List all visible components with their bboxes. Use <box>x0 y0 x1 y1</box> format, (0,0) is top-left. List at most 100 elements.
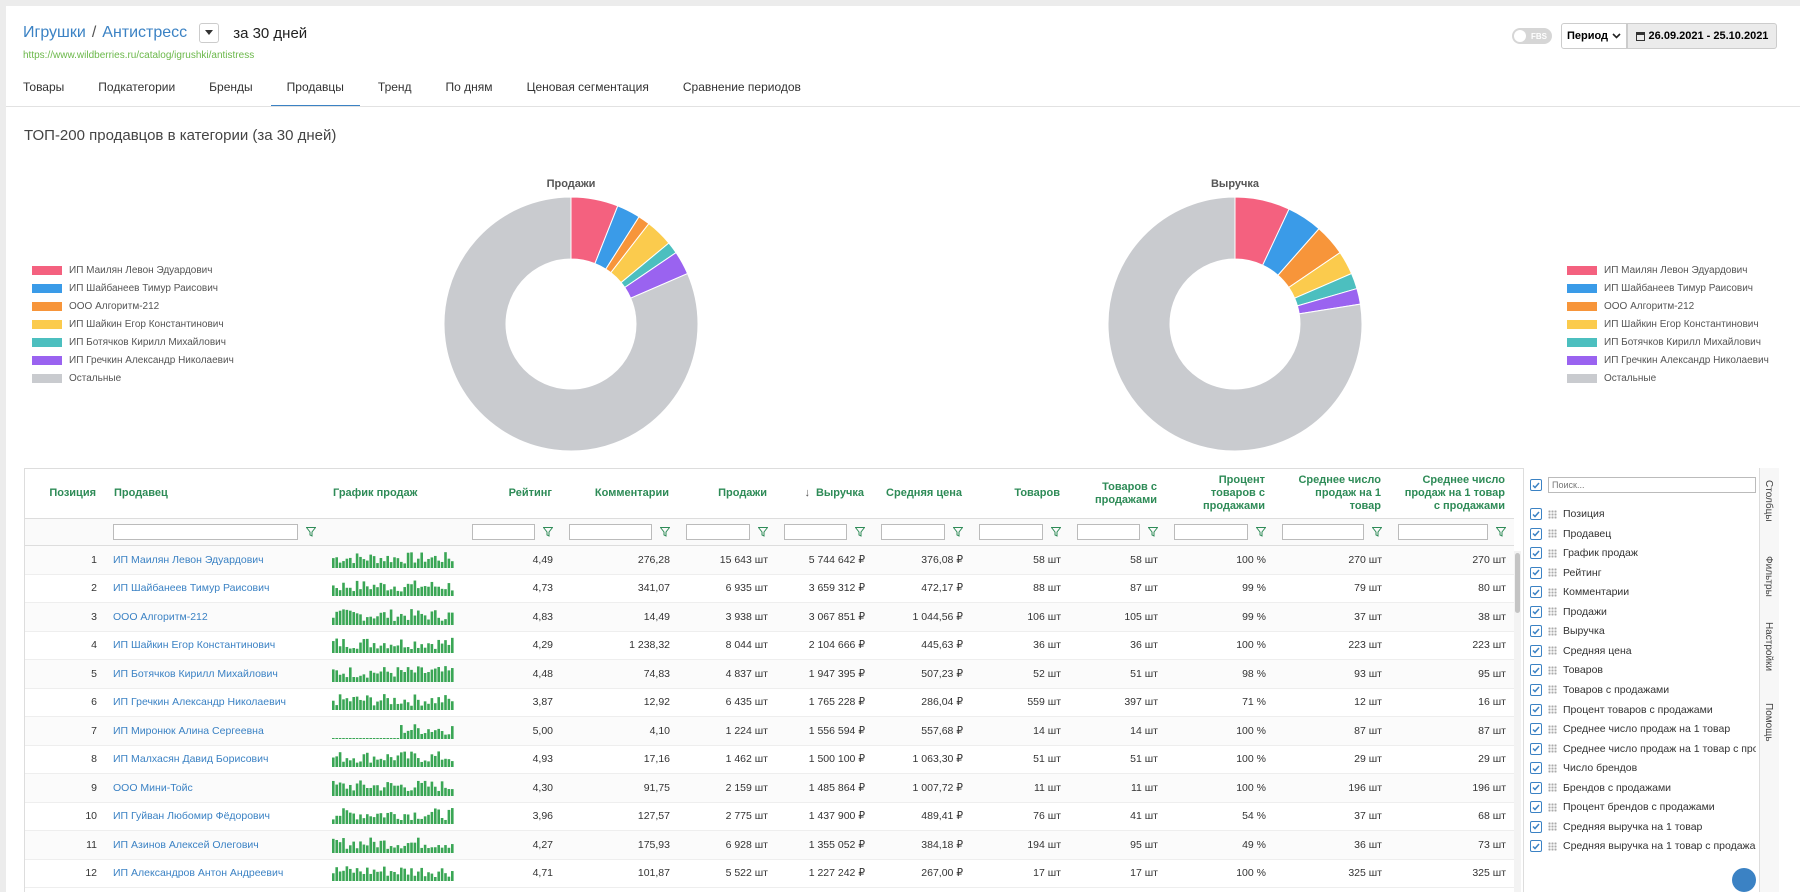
tab[interactable]: Сравнение периодов <box>682 80 801 94</box>
checkbox[interactable] <box>1530 683 1542 696</box>
filter-icon[interactable] <box>1496 527 1506 537</box>
drag-handle[interactable] <box>1548 548 1557 558</box>
legend-item[interactable]: ООО Алгоритм-212 <box>1567 301 1694 312</box>
donut-slice[interactable] <box>443 196 699 452</box>
column-header[interactable]: Продавец <box>105 469 324 519</box>
checkbox[interactable] <box>1530 547 1542 560</box>
column-toggle[interactable]: График продаж <box>1530 547 1756 560</box>
tab[interactable]: Тренд <box>377 80 412 94</box>
column-toggle[interactable]: Брендов с продажами <box>1530 781 1756 794</box>
checkbox[interactable] <box>1530 644 1542 657</box>
filter-input[interactable] <box>1282 524 1364 540</box>
column-toggle[interactable]: Среднее число продаж на 1 товар <box>1530 723 1756 736</box>
drag-handle[interactable] <box>1548 822 1557 832</box>
column-header[interactable]: Среднее число продаж на 1 товар <box>1274 469 1390 519</box>
legend-item[interactable]: ИП Ботячков Кирилл Михайлович <box>1567 337 1761 348</box>
filter-input[interactable] <box>979 524 1043 540</box>
tab[interactable]: Продавцы <box>270 80 360 107</box>
column-header[interactable]: Средняя цена <box>873 469 971 519</box>
drag-handle[interactable] <box>1548 509 1557 519</box>
checkbox[interactable] <box>1530 820 1542 833</box>
drag-handle[interactable] <box>1548 841 1557 851</box>
legend-item[interactable]: ИП Гречкин Александр Николаевич <box>32 355 234 366</box>
checkbox[interactable] <box>1530 762 1542 775</box>
filter-input[interactable] <box>1174 524 1248 540</box>
column-toggle[interactable]: Товаров с продажами <box>1530 683 1756 696</box>
legend-item[interactable]: ИП Шайкин Егор Константинович <box>1567 319 1759 330</box>
seller-link[interactable]: ООО Алгоритм-212 <box>113 610 208 623</box>
checkbox[interactable] <box>1530 840 1542 853</box>
table-row[interactable]: 5 ИП Ботячков Кирилл Михайлович 4,48 74,83 4… <box>25 659 1514 689</box>
table-row[interactable]: 2 ИП Шайбанеев Тимур Раисович 4,73 341,07 6 … <box>25 574 1514 603</box>
column-header[interactable]: Рейтинг <box>464 469 561 519</box>
table-row[interactable]: 1 ИП Маилян Левон Эдуардович 4,49 276,28 15 … <box>25 545 1514 575</box>
tab[interactable]: Ценовая сегментация <box>526 80 649 94</box>
legend-item[interactable]: ИП Шайбанеев Тимур Раисович <box>32 283 218 294</box>
filter-input[interactable] <box>113 524 298 540</box>
legend-item[interactable]: Остальные <box>1567 373 1656 384</box>
filter-input[interactable] <box>686 524 750 540</box>
side-tab[interactable]: Помощь <box>1763 703 1774 742</box>
table-row[interactable]: 6 ИП Гречкин Александр Николаевич 3,87 12,9… <box>25 688 1514 717</box>
table-row[interactable]: 9 ООО Мини-Тойс 4,30 91,75 2 159 шт 1 485 864… <box>25 773 1514 803</box>
column-toggle[interactable]: Рейтинг <box>1530 566 1756 579</box>
legend-item[interactable]: ИП Ботячков Кирилл Михайлович <box>32 337 226 348</box>
column-toggle[interactable]: Товаров <box>1530 664 1756 677</box>
checkbox[interactable] <box>1530 566 1542 579</box>
column-header[interactable]: Комментарии <box>561 469 678 519</box>
column-toggle[interactable]: Комментарии <box>1530 586 1756 599</box>
seller-link[interactable]: ИП Шайкин Егор Константинович <box>113 639 276 652</box>
filter-icon[interactable] <box>953 527 963 537</box>
filter-icon[interactable] <box>306 527 316 537</box>
column-toggle[interactable]: Средняя выручка на 1 товар с продажами <box>1530 840 1756 853</box>
filter-icon[interactable] <box>758 527 768 537</box>
filter-input[interactable] <box>881 524 945 540</box>
checkbox[interactable] <box>1530 801 1542 814</box>
side-tab[interactable]: Столбцы <box>1763 480 1774 522</box>
filter-icon[interactable] <box>1148 527 1158 537</box>
tab[interactable]: Бренды <box>209 80 253 94</box>
filter-input[interactable] <box>1077 524 1140 540</box>
drag-handle[interactable] <box>1548 802 1557 812</box>
seller-link[interactable]: ИП Шайбанеев Тимур Раисович <box>113 582 270 595</box>
table-row[interactable]: 8 ИП Малхасян Давид Борисович 4,93 17,16 1 4… <box>25 745 1514 774</box>
seller-link[interactable]: ИП Гречкин Александр Николаевич <box>113 696 287 709</box>
side-tab[interactable]: Настройки <box>1763 622 1774 672</box>
drag-handle[interactable] <box>1548 783 1557 793</box>
filter-input[interactable] <box>569 524 652 540</box>
column-toggle[interactable]: Число брендов <box>1530 762 1756 775</box>
checkbox[interactable] <box>1530 508 1542 520</box>
seller-link[interactable]: ИП Азинов Алексей Олегович <box>113 838 259 851</box>
column-header[interactable]: График продаж <box>324 469 464 519</box>
drag-handle[interactable] <box>1548 724 1557 734</box>
seller-link[interactable]: ООО Мини-Тойс <box>113 781 193 794</box>
panel-search-input[interactable]: Поиск... <box>1548 477 1756 493</box>
column-header[interactable]: Товаров с продажами <box>1069 469 1166 519</box>
column-toggle[interactable]: Продажи <box>1530 605 1756 618</box>
legend-item[interactable]: ООО Алгоритм-212 <box>32 301 159 312</box>
filter-icon[interactable] <box>1372 527 1382 537</box>
drag-handle[interactable] <box>1548 529 1557 539</box>
column-header[interactable]: Процент товаров с продажами <box>1166 469 1274 519</box>
donut-slice[interactable] <box>1107 196 1363 452</box>
checkbox[interactable] <box>1530 586 1542 599</box>
legend-item[interactable]: ИП Шайкин Егор Константинович <box>32 319 224 330</box>
checkbox[interactable] <box>1530 527 1542 540</box>
drag-handle[interactable] <box>1548 705 1557 714</box>
seller-link[interactable]: ИП Гуйван Любомир Фёдорович <box>113 810 270 823</box>
checkbox[interactable] <box>1530 781 1542 794</box>
drag-handle[interactable] <box>1548 626 1557 636</box>
filter-icon[interactable] <box>543 527 553 537</box>
filter-icon[interactable] <box>660 527 670 537</box>
chat-button[interactable] <box>1732 868 1756 892</box>
table-row[interactable]: 12 ИП Александров Антон Андреевич 4,71 101,… <box>25 859 1514 888</box>
table-row[interactable]: 11 ИП Азинов Алексей Олегович 4,27 175,93 6 … <box>25 830 1514 860</box>
date-range-button[interactable]: 26.09.2021 - 25.10.2021 <box>1627 23 1777 49</box>
crumb-dropdown[interactable] <box>199 23 220 43</box>
legend-item[interactable]: ИП Гречкин Александр Николаевич <box>1567 355 1769 366</box>
column-header[interactable]: Среднее число продаж на 1 товар с продаж… <box>1390 469 1514 519</box>
crumb[interactable]: Антистресс <box>102 24 188 41</box>
column-header[interactable]: Позиция <box>25 469 105 519</box>
drag-handle[interactable] <box>1548 744 1557 754</box>
period-button[interactable]: Период <box>1561 23 1627 49</box>
